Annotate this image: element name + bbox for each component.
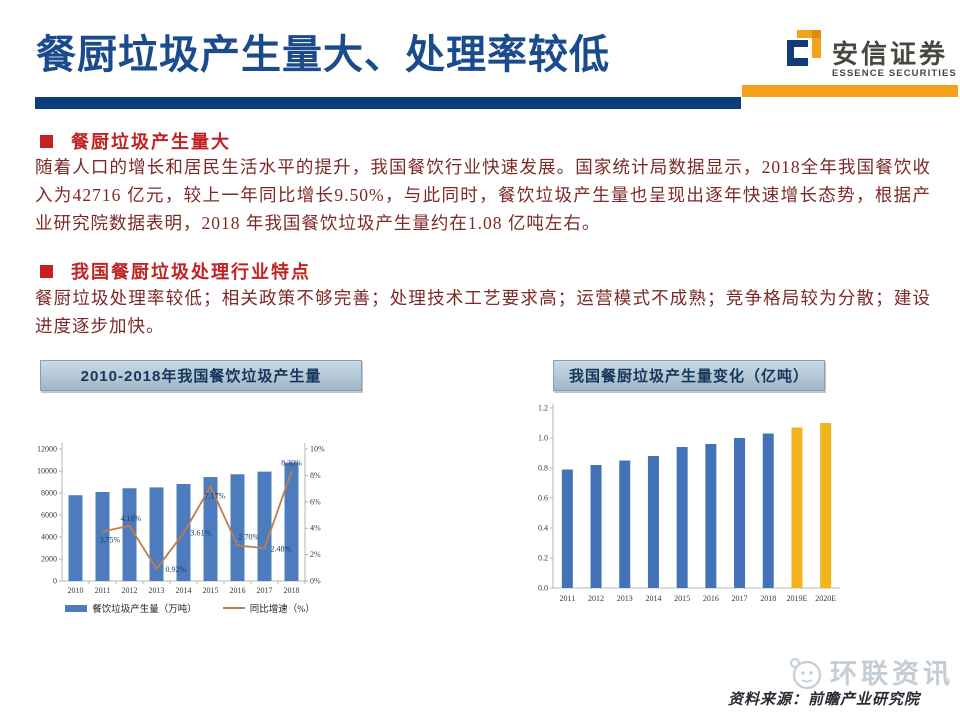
svg-text:2015: 2015 bbox=[674, 594, 690, 603]
svg-text:2014: 2014 bbox=[176, 586, 192, 595]
svg-text:2013: 2013 bbox=[617, 594, 633, 603]
legend-bar-label: 餐饮垃圾产生量（万吨） bbox=[92, 605, 197, 615]
section-heading-1-label: 餐厨垃圾产生量大 bbox=[71, 132, 231, 152]
logo-name-en: ESSENCE SECURITIES bbox=[832, 68, 957, 79]
svg-text:6000: 6000 bbox=[41, 511, 57, 520]
svg-text:2011: 2011 bbox=[95, 586, 111, 595]
svg-text:2016: 2016 bbox=[703, 594, 719, 603]
essence-securities-logo-icon bbox=[787, 30, 821, 66]
svg-text:0.92%: 0.92% bbox=[166, 565, 187, 574]
legend-line-swatch bbox=[222, 607, 245, 609]
svg-text:10%: 10% bbox=[310, 445, 325, 454]
svg-text:6%: 6% bbox=[310, 497, 321, 506]
right-chart-title-box: 我国餐厨垃圾产生量变化（亿吨） bbox=[553, 360, 825, 391]
svg-text:12000: 12000 bbox=[37, 445, 57, 454]
svg-text:2018: 2018 bbox=[760, 594, 776, 603]
left-chart-title-box: 2010-2018年我国餐饮垃圾产生量 bbox=[40, 360, 362, 391]
legend-item-bars: 餐饮垃圾产生量（万吨） bbox=[65, 601, 197, 615]
logo-name-cn: 安信证券 bbox=[832, 39, 949, 69]
left-chart-title: 2010-2018年我国餐饮垃圾产生量 bbox=[80, 368, 322, 385]
svg-text:2010: 2010 bbox=[68, 586, 84, 595]
svg-text:2011: 2011 bbox=[559, 594, 575, 603]
section-heading-2: 我国餐厨垃圾处理行业特点 bbox=[40, 258, 311, 284]
svg-text:0.2: 0.2 bbox=[538, 554, 548, 563]
svg-text:2012: 2012 bbox=[122, 586, 138, 595]
watermark-panda-icon bbox=[790, 657, 822, 689]
svg-text:10000: 10000 bbox=[37, 467, 57, 476]
legend-item-line: 同比增速（%） bbox=[222, 601, 315, 615]
svg-text:2017: 2017 bbox=[732, 594, 748, 603]
legend-line-label: 同比增速（%） bbox=[249, 605, 315, 615]
left-chart-legend: 餐饮垃圾产生量（万吨） 同比增速（%） bbox=[35, 601, 345, 615]
svg-text:4%: 4% bbox=[310, 524, 321, 533]
svg-text:0%: 0% bbox=[310, 577, 321, 586]
svg-text:0.0: 0.0 bbox=[538, 584, 548, 593]
svg-text:2.48%: 2.48% bbox=[271, 544, 292, 553]
source-note: 资料来源：前瞻产业研究院 bbox=[728, 692, 921, 708]
company-logo: 安信证券 ESSENCE SECURITIES bbox=[784, 28, 960, 84]
svg-text:2.70%: 2.70% bbox=[239, 532, 260, 541]
page-title: 餐厨垃圾产生量大、处理率较低 bbox=[36, 33, 610, 77]
svg-text:2019E: 2019E bbox=[787, 594, 808, 603]
svg-text:2000: 2000 bbox=[41, 555, 57, 564]
svg-text:2015: 2015 bbox=[203, 586, 219, 595]
svg-text:2016: 2016 bbox=[230, 586, 246, 595]
svg-text:2%: 2% bbox=[310, 550, 321, 559]
right-chart-title: 我国餐厨垃圾产生量变化（亿吨） bbox=[568, 368, 809, 385]
svg-text:4.18%: 4.18% bbox=[121, 514, 142, 523]
svg-text:3.61%: 3.61% bbox=[191, 528, 212, 537]
svg-text:0.8: 0.8 bbox=[538, 464, 548, 473]
title-divider-blue bbox=[35, 97, 741, 109]
bullet-square-icon bbox=[40, 134, 53, 148]
svg-text:1.2: 1.2 bbox=[538, 404, 548, 413]
svg-text:2017: 2017 bbox=[257, 586, 273, 595]
svg-text:2018: 2018 bbox=[284, 586, 300, 595]
bullet-square-icon bbox=[40, 264, 53, 278]
svg-text:3.75%: 3.75% bbox=[100, 536, 121, 545]
section-body-2: 餐厨垃圾处理率较低；相关政策不够完善；处理技术工艺要求高；运营模式不成熟；竞争格… bbox=[35, 288, 931, 336]
svg-text:1.0: 1.0 bbox=[538, 434, 548, 443]
svg-text:2013: 2013 bbox=[149, 586, 165, 595]
section-body-1: 随着人口的增长和居民生活水平的提升，我国餐饮行业快速发展。国家统计局数据显示，2… bbox=[35, 157, 931, 233]
svg-text:8.30%: 8.30% bbox=[281, 458, 302, 467]
section-heading-2-label: 我国餐厨垃圾处理行业特点 bbox=[71, 262, 311, 282]
legend-bar-swatch bbox=[65, 604, 88, 612]
watermark: 环联资讯 bbox=[786, 652, 954, 691]
svg-text:2014: 2014 bbox=[645, 594, 661, 603]
left-chart-svg: 0 2000 4000 6000 8000 10000 12000 0% 2% 4% 6% 8% 10%… bbox=[37, 443, 325, 595]
svg-text:0: 0 bbox=[53, 577, 57, 586]
svg-text:8%: 8% bbox=[310, 471, 321, 480]
svg-text:0.4: 0.4 bbox=[538, 524, 548, 533]
section-heading-1: 餐厨垃圾产生量大 bbox=[40, 128, 231, 154]
svg-text:8000: 8000 bbox=[41, 489, 57, 498]
right-chart-svg: 0.0 0.2 0.4 0.6 0.8 1.0 1.2 2011 2012 2013 2014 201… bbox=[538, 404, 840, 603]
svg-text:2020E: 2020E bbox=[815, 594, 836, 603]
title-divider-orange bbox=[742, 85, 958, 97]
svg-text:0.6: 0.6 bbox=[538, 494, 548, 503]
svg-text:2012: 2012 bbox=[588, 594, 604, 603]
svg-text:7.17%: 7.17% bbox=[205, 491, 226, 500]
watermark-label: 环联资讯 bbox=[830, 659, 954, 689]
svg-text:4000: 4000 bbox=[41, 533, 57, 542]
